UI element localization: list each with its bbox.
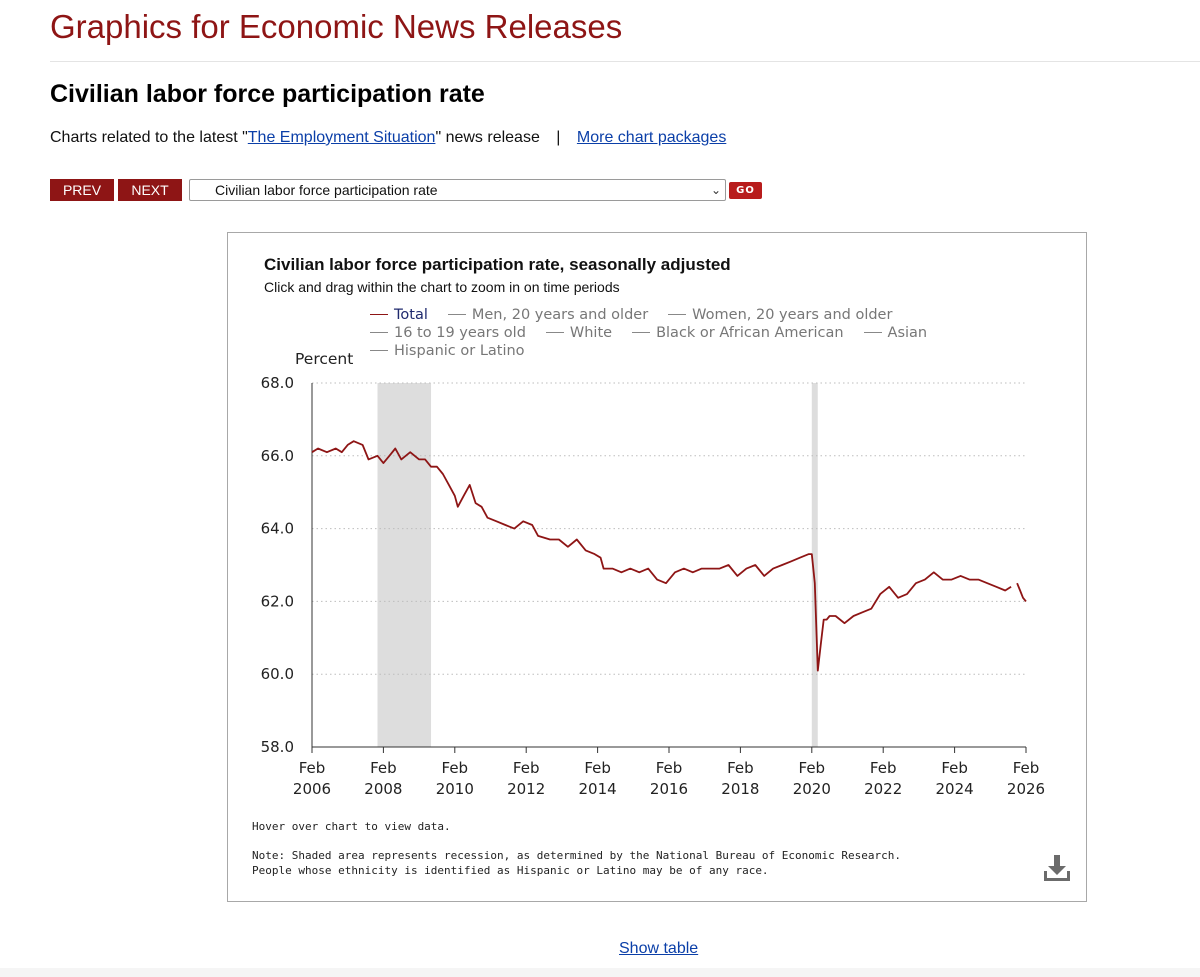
chart-select-value: Civilian labor force participation rate xyxy=(215,182,438,198)
related-suffix: " news release xyxy=(435,129,540,146)
legend-row: Total Men, 20 years and older Women, 20 ye… xyxy=(370,306,1010,324)
link-separator: | xyxy=(556,129,561,146)
x-tick-label-month: Feb xyxy=(370,759,397,777)
x-tick-label-month: Feb xyxy=(941,759,968,777)
chart-title: Civilian labor force participation rate,… xyxy=(264,255,731,274)
legend-label: Men, 20 years and older xyxy=(471,307,649,323)
x-tick-label-month: Feb xyxy=(1013,759,1040,777)
related-links: Charts related to the latest "The Employ… xyxy=(50,129,726,147)
more-chart-packages-link[interactable]: More chart packages xyxy=(576,129,727,146)
legend-item-asian[interactable]: Asian xyxy=(863,324,928,342)
legend-item-total[interactable]: Total xyxy=(370,306,428,324)
download-icon[interactable] xyxy=(1043,853,1071,883)
y-tick-label: 60.0 xyxy=(261,665,294,683)
x-tick-label-year: 2016 xyxy=(650,780,688,798)
legend-item-black[interactable]: Black or African American xyxy=(632,324,844,342)
related-prefix: Charts related to the latest " xyxy=(50,129,248,146)
prev-button[interactable]: PREV xyxy=(50,179,114,201)
x-tick-label-year: 2024 xyxy=(936,780,974,798)
header-divider xyxy=(50,61,1200,62)
site-title: Graphics for Economic News Releases xyxy=(50,8,623,45)
x-tick-label-month: Feb xyxy=(656,759,683,777)
y-tick-label: 64.0 xyxy=(261,520,294,538)
legend-item-white[interactable]: White xyxy=(545,324,613,342)
hover-instruction: Hover over chart to view data. xyxy=(252,820,451,833)
legend-label: Hispanic or Latino xyxy=(394,343,525,359)
x-tick-label-month: Feb xyxy=(727,759,754,777)
series-line-total[interactable] xyxy=(1016,582,1027,602)
x-tick-label-month: Feb xyxy=(442,759,469,777)
next-button[interactable]: NEXT xyxy=(118,179,182,201)
x-tick-label-month: Feb xyxy=(584,759,611,777)
series-line-total[interactable] xyxy=(311,440,1012,672)
recession-note: Note: Shaded area represents recession, … xyxy=(252,849,902,862)
y-tick-label: 62.0 xyxy=(261,592,294,610)
legend-row: Hispanic or Latino xyxy=(370,342,1010,360)
recession-shade xyxy=(377,383,432,747)
ethnicity-note: People whose ethnicity is identified as … xyxy=(252,864,769,877)
show-table-link[interactable]: Show table xyxy=(619,940,699,957)
legend-line-icon xyxy=(370,349,388,351)
legend-line-icon xyxy=(370,331,388,333)
chart-legend: Total Men, 20 years and older Women, 20 ye… xyxy=(370,306,1010,360)
legend-label: Asian xyxy=(887,325,928,341)
legend-label: White xyxy=(569,325,613,341)
legend-label: Women, 20 years and older xyxy=(692,307,893,323)
legend-line-icon xyxy=(668,313,687,315)
x-tick-label-year: 2026 xyxy=(1007,780,1045,798)
chart-select[interactable]: Civilian labor force participation rate … xyxy=(189,179,726,201)
chart-panel: Civilian labor force participation rate,… xyxy=(227,232,1087,902)
y-tick-label: 66.0 xyxy=(261,447,294,465)
x-tick-label-month: Feb xyxy=(299,759,326,777)
x-tick-label-year: 2008 xyxy=(364,780,402,798)
x-tick-label-year: 2010 xyxy=(436,780,474,798)
go-button[interactable]: GO xyxy=(729,182,762,199)
x-tick-label-month: Feb xyxy=(513,759,540,777)
x-tick-label-year: 2018 xyxy=(721,780,759,798)
legend-item-teens[interactable]: 16 to 19 years old xyxy=(370,324,526,342)
legend-label: Black or African American xyxy=(656,325,844,341)
y-axis-unit-label: Percent xyxy=(295,350,354,368)
x-tick-label-year: 2022 xyxy=(864,780,902,798)
page-title: Civilian labor force participation rate xyxy=(50,80,485,108)
legend-line-icon xyxy=(545,331,564,333)
legend-line-icon xyxy=(863,331,882,333)
footer-band xyxy=(0,968,1200,977)
chart-plot[interactable]: 58.0 60.0 62.0 64.0 66.0 68.0 Feb 2006 Feb 2008 Fe… xyxy=(228,233,1086,833)
x-tick-label-year: 2012 xyxy=(507,780,545,798)
legend-line-icon xyxy=(632,331,651,333)
y-tick-label: 68.0 xyxy=(261,374,294,392)
employment-situation-link[interactable]: The Employment Situation xyxy=(247,129,436,146)
legend-line-icon xyxy=(370,313,388,315)
legend-row: 16 to 19 years old White Black or African … xyxy=(370,324,1010,342)
x-tick-label-month: Feb xyxy=(870,759,897,777)
legend-item-women[interactable]: Women, 20 years and older xyxy=(668,306,892,324)
legend-label: Total xyxy=(394,307,428,323)
x-tick-label-month: Feb xyxy=(799,759,826,777)
y-tick-label: 58.0 xyxy=(261,738,294,756)
recession-shade xyxy=(811,383,818,747)
chart-subtitle: Click and drag within the chart to zoom … xyxy=(264,279,620,295)
legend-item-men[interactable]: Men, 20 years and older xyxy=(447,306,649,324)
legend-line-icon xyxy=(447,313,466,315)
x-tick-label-year: 2014 xyxy=(579,780,617,798)
legend-item-hispanic[interactable]: Hispanic or Latino xyxy=(370,342,525,360)
chevron-down-icon: ⌄ xyxy=(710,183,721,197)
x-tick-label-year: 2020 xyxy=(793,780,831,798)
x-tick-label-year: 2006 xyxy=(293,780,331,798)
legend-label: 16 to 19 years old xyxy=(394,325,526,341)
